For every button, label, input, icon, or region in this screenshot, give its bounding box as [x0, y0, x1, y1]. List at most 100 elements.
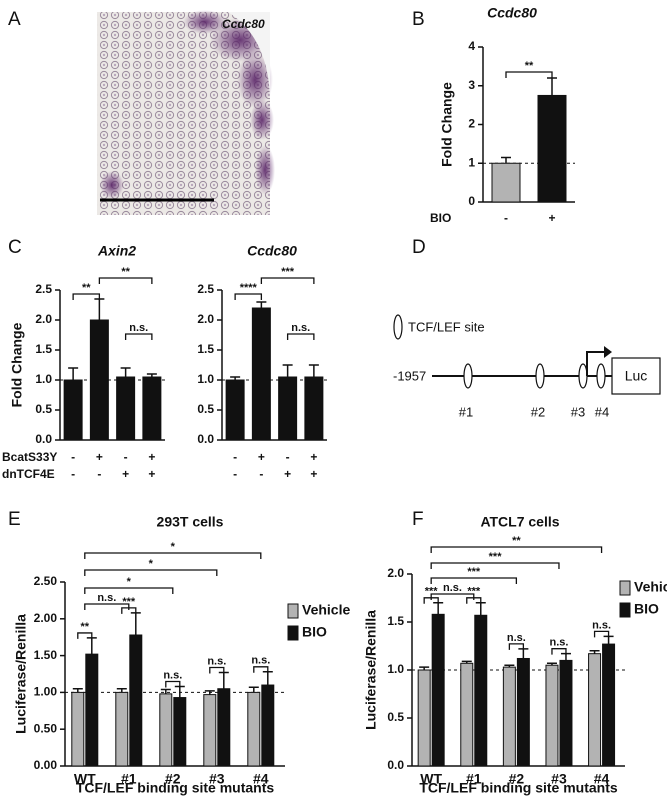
bar	[251, 307, 271, 441]
chart-title: Ccdc80	[247, 243, 297, 259]
bar	[159, 693, 173, 767]
bar	[431, 613, 445, 767]
x-tick-label: -	[233, 467, 237, 481]
significance-bracket	[234, 293, 263, 300]
x-tick-label: #4	[594, 771, 610, 787]
significance-bracket	[253, 666, 269, 673]
y-tick-label: 0.0	[35, 432, 52, 446]
error-bar	[94, 298, 105, 320]
error-bar	[475, 602, 486, 616]
bar	[261, 684, 275, 767]
y-tick-label: 2.50	[34, 574, 58, 588]
bar	[588, 653, 602, 767]
row-label: BcatS33Y	[2, 450, 57, 464]
y-tick-label: 1.00	[34, 685, 58, 699]
significance-bracket	[77, 632, 93, 639]
x-tick-label: #2	[509, 771, 525, 787]
y-tick-label: 1.5	[35, 342, 52, 356]
error-bar	[547, 77, 557, 96]
legend-label: Vehicle	[634, 579, 667, 595]
significance-bracket	[84, 587, 174, 594]
x-tick-label: +	[148, 450, 155, 464]
error-bar	[174, 685, 185, 698]
significance-bracket	[124, 333, 153, 340]
significance-label: n.s.	[129, 322, 148, 334]
x-tick-label: #4	[253, 771, 269, 787]
legend-swatch	[619, 580, 631, 596]
significance-bracket	[430, 577, 518, 584]
significance-label: **	[512, 535, 521, 547]
y-tick-label: 1.5	[387, 614, 404, 628]
error-bar	[72, 687, 83, 693]
y-tick-label: 0.00	[34, 758, 58, 772]
significance-label: **	[82, 282, 91, 294]
y-tick-label: 1.50	[34, 648, 58, 662]
error-bar	[116, 687, 127, 693]
error-bar	[419, 666, 430, 670]
site-number: #1	[459, 404, 473, 419]
y-tick-label: 2.0	[387, 566, 404, 580]
significance-label: n.s.	[443, 582, 462, 594]
significance-bracket	[286, 333, 315, 340]
x-tick-label: -	[97, 467, 101, 481]
position-label: -1957	[393, 368, 426, 383]
significance-bracket	[209, 666, 225, 674]
error-bar	[546, 662, 557, 666]
error-bar	[560, 652, 571, 661]
x-tick-label: +	[548, 211, 555, 225]
bar	[85, 653, 99, 767]
y-tick-label: 1	[468, 155, 475, 169]
x-tick-label: +	[122, 467, 129, 481]
bar	[602, 643, 616, 767]
x-tick-label: -	[286, 450, 290, 464]
legend-swatch	[287, 603, 299, 619]
error-bar	[589, 650, 600, 654]
x-tick-label: +	[284, 467, 291, 481]
significance-label: ***	[425, 586, 439, 598]
chart-title: Ccdc80	[487, 5, 537, 21]
significance-bracket	[430, 546, 603, 553]
y-tick-label: 2	[468, 117, 475, 131]
significance-bracket	[165, 680, 181, 688]
error-bar	[68, 367, 79, 380]
bar	[203, 694, 217, 767]
significance-label: ***	[489, 551, 503, 563]
bar	[516, 657, 530, 767]
site-label: TCF/LEF site	[408, 319, 485, 334]
significance-bracket	[505, 71, 553, 78]
site-number: #3	[571, 404, 585, 419]
x-tick-label: #1	[121, 771, 137, 787]
significance-bracket	[84, 569, 218, 576]
bar	[115, 691, 129, 767]
site-number: #2	[531, 404, 545, 419]
y-tick-label: 2.5	[35, 282, 52, 296]
y-tick-label: 2.00	[34, 611, 58, 625]
bar	[545, 664, 559, 767]
significance-label: n.s.	[251, 655, 270, 667]
significance-bracket	[98, 277, 153, 284]
error-bar	[160, 688, 171, 694]
x-tick-label: #3	[551, 771, 567, 787]
bar	[173, 697, 187, 767]
significance-label: **	[525, 60, 534, 72]
x-tick-label: +	[258, 450, 265, 464]
significance-label: *	[149, 558, 154, 570]
y-tick-label: 0.0	[387, 758, 404, 772]
significance-label: n.s.	[507, 632, 526, 644]
error-bar	[262, 671, 273, 686]
significance-bracket	[72, 293, 101, 300]
error-bar	[504, 664, 515, 668]
x-tick-label: +	[310, 467, 317, 481]
bar	[502, 666, 516, 767]
bar	[89, 319, 109, 441]
bar	[116, 376, 136, 441]
significance-label: ***	[281, 266, 295, 278]
significance-bracket	[84, 603, 130, 610]
bar	[129, 634, 143, 767]
bar	[537, 94, 567, 203]
chart-title: Axin2	[97, 243, 136, 259]
row-label: BIO	[430, 211, 451, 225]
significance-label: n.s.	[207, 655, 226, 667]
significance-bracket	[430, 562, 560, 569]
